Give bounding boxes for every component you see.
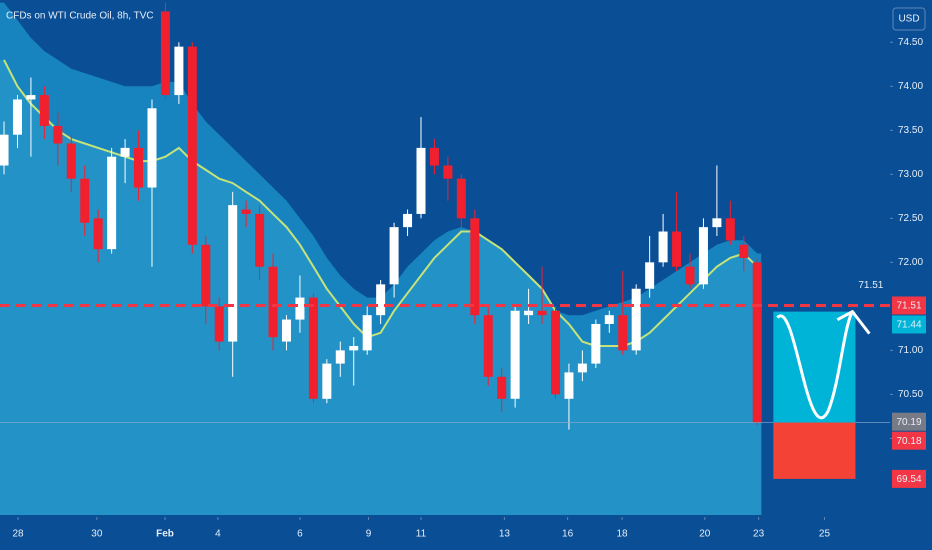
candle-body <box>26 95 36 100</box>
x-tick-label: 16 <box>562 529 574 540</box>
candle-body <box>322 363 332 399</box>
x-tick-label: 4 <box>215 529 221 540</box>
candle-body <box>80 178 90 223</box>
candle-body <box>456 178 466 219</box>
candle-body <box>739 244 749 258</box>
candle-body <box>93 218 103 250</box>
candle-body <box>510 310 520 399</box>
candle-body <box>577 363 587 373</box>
candle-body <box>228 205 238 342</box>
candle-body <box>416 147 426 214</box>
y-tick-label: 71.00 <box>898 345 923 356</box>
x-tick-label: 20 <box>699 529 711 540</box>
x-tick-label: 6 <box>297 529 303 540</box>
candle-body <box>443 165 453 179</box>
price-label-bg <box>892 315 926 334</box>
candle-body <box>752 262 762 423</box>
price-label: 71.44 <box>896 320 921 331</box>
candle-body <box>134 147 144 188</box>
y-tick-label: 70.50 <box>898 389 923 400</box>
candle-body <box>672 231 682 267</box>
candle-body <box>39 95 49 126</box>
price-label: 70.18 <box>896 436 921 447</box>
candle-body <box>698 227 708 285</box>
candle-body <box>255 213 265 267</box>
price-label-bg <box>892 431 926 450</box>
candle-body <box>389 227 399 285</box>
candle-body <box>685 266 695 285</box>
candle-body <box>618 315 628 351</box>
y-tick-label: 74.50 <box>898 37 923 48</box>
x-tick-label: 9 <box>366 529 372 540</box>
x-tick-label: 13 <box>499 529 511 540</box>
candle-body <box>429 147 439 166</box>
candle-body <box>214 306 224 342</box>
candle-body <box>241 209 251 214</box>
candle-body <box>550 310 560 395</box>
price-label: 69.54 <box>896 474 921 485</box>
candle-body <box>120 147 130 157</box>
x-tick-label: 11 <box>416 529 427 540</box>
projection-arrow <box>776 313 853 420</box>
price-label: 71.51 <box>896 301 921 312</box>
candle-body <box>147 108 157 188</box>
candle-body <box>349 345 359 351</box>
x-tick-label: 18 <box>617 529 629 540</box>
candle-body <box>0 134 9 166</box>
y-tick-label: 73.50 <box>898 125 923 136</box>
x-tick-label: 25 <box>819 529 831 540</box>
y-tick-label: 74.00 <box>898 81 923 92</box>
x-tick-label: Feb <box>156 529 174 540</box>
currency-button[interactable] <box>892 7 926 31</box>
price-label-bg <box>892 296 926 315</box>
y-tick-label: 73.00 <box>898 169 923 180</box>
candle-body <box>631 288 641 351</box>
price-label: 70.19 <box>896 417 921 428</box>
candle-body <box>335 350 345 364</box>
plot-area <box>0 2 762 516</box>
candle-body <box>376 284 386 316</box>
candle-body <box>537 310 547 316</box>
candle-body <box>187 46 197 245</box>
candle-body <box>53 125 63 144</box>
candle-body <box>362 315 372 351</box>
candle-body <box>564 372 574 399</box>
candle-body <box>107 156 117 250</box>
candle-body <box>483 315 493 377</box>
candle-body <box>174 46 184 96</box>
candle-body <box>295 297 305 320</box>
y-tick-label: 72.50 <box>898 213 923 224</box>
candle-body <box>281 319 291 342</box>
candle-body <box>591 323 601 364</box>
stop-loss-box <box>773 422 856 479</box>
x-tick-label: 30 <box>91 529 103 540</box>
price-label-bg <box>892 412 926 431</box>
candle-body <box>160 11 170 96</box>
candle-body <box>201 244 211 307</box>
candle-body <box>403 213 413 228</box>
candle-body <box>645 262 655 289</box>
candle-body <box>658 231 668 263</box>
x-tick-label: 28 <box>12 529 24 540</box>
candle-body <box>604 315 614 324</box>
candle-body <box>725 218 735 241</box>
chart-title: CFDs on WTI Crude Oil, 8h, TVC <box>6 11 154 22</box>
candle-body <box>524 310 534 316</box>
candle-body <box>268 266 278 338</box>
currency-label[interactable]: USD <box>898 14 919 25</box>
take-profit-box <box>773 311 856 423</box>
arrow-head <box>836 309 871 335</box>
candle-body <box>712 218 722 228</box>
candle-body <box>497 376 507 399</box>
candle-body <box>12 99 22 135</box>
price-label-bg <box>892 469 926 488</box>
x-tick-label: 23 <box>753 529 765 540</box>
target-label: 71.51 <box>858 280 883 291</box>
y-tick-label: 72.00 <box>898 257 923 268</box>
candle-body <box>308 297 318 399</box>
candle-body <box>66 143 76 179</box>
candle-body <box>470 218 480 316</box>
